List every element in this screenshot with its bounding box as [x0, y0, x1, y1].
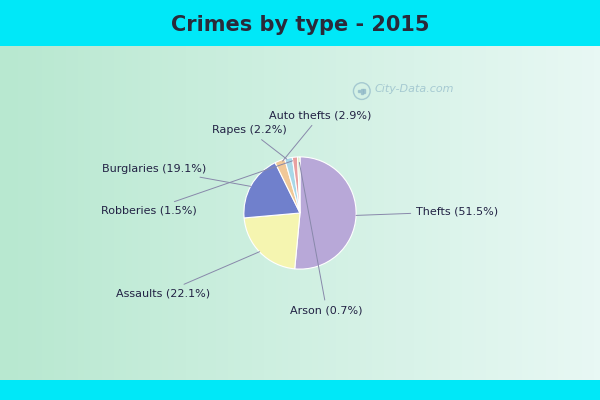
- Wedge shape: [275, 159, 300, 213]
- Text: Assaults (22.1%): Assaults (22.1%): [116, 252, 260, 298]
- Wedge shape: [295, 157, 356, 269]
- Text: Robberies (1.5%): Robberies (1.5%): [101, 161, 293, 215]
- Text: Auto thefts (2.9%): Auto thefts (2.9%): [269, 110, 371, 161]
- Wedge shape: [292, 157, 300, 213]
- Text: Rapes (2.2%): Rapes (2.2%): [212, 125, 287, 159]
- Text: Arson (0.7%): Arson (0.7%): [290, 162, 363, 316]
- Wedge shape: [244, 163, 300, 218]
- Wedge shape: [284, 158, 300, 213]
- Bar: [364, 89, 365, 93]
- Text: Crimes by type - 2015: Crimes by type - 2015: [171, 15, 429, 35]
- Bar: [361, 88, 363, 94]
- Text: Thefts (51.5%): Thefts (51.5%): [356, 207, 499, 217]
- Text: City-Data.com: City-Data.com: [374, 84, 454, 94]
- Wedge shape: [244, 213, 300, 269]
- Text: Burglaries (19.1%): Burglaries (19.1%): [102, 164, 251, 186]
- Bar: [358, 90, 360, 92]
- Wedge shape: [298, 157, 300, 213]
